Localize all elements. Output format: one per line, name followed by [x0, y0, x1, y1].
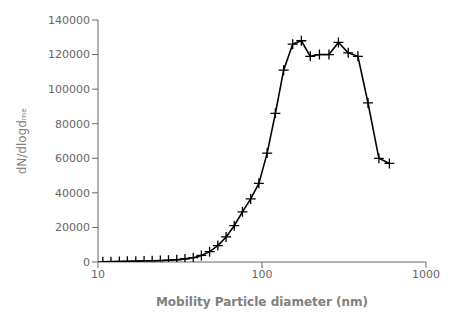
svg-text:100: 100 — [252, 268, 273, 281]
svg-text:dN/dlogdₘₑ: dN/dlogdₘₑ — [15, 108, 29, 175]
svg-text:140000: 140000 — [48, 14, 90, 27]
svg-text:0: 0 — [83, 256, 90, 269]
svg-text:1000: 1000 — [412, 268, 440, 281]
svg-text:120000: 120000 — [48, 48, 90, 61]
svg-text:20000: 20000 — [55, 221, 90, 234]
svg-text:100000: 100000 — [48, 83, 90, 96]
svg-text:10: 10 — [91, 268, 105, 281]
svg-text:60000: 60000 — [55, 152, 90, 165]
svg-text:Mobility Particle diameter (nm: Mobility Particle diameter (nm) — [156, 295, 368, 309]
svg-text:80000: 80000 — [55, 118, 90, 131]
svg-text:40000: 40000 — [55, 187, 90, 200]
